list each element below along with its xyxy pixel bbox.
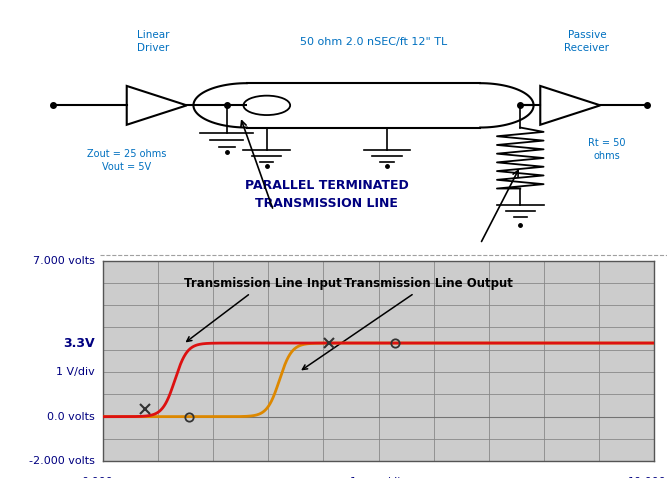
Text: 0.0 volts: 0.0 volts: [47, 412, 95, 422]
Text: Zout = 25 ohms
Vout = 5V: Zout = 25 ohms Vout = 5V: [87, 149, 167, 173]
Text: -2.000 volts: -2.000 volts: [29, 456, 95, 466]
Text: Transmission Line Output: Transmission Line Output: [302, 277, 512, 369]
Text: PARALLEL TERMINATED
TRANSMISSION LINE: PARALLEL TERMINATED TRANSMISSION LINE: [245, 179, 409, 209]
Bar: [247, 83, 480, 128]
Text: Transmission Line Input: Transmission Line Input: [184, 277, 342, 341]
Text: 3.3V: 3.3V: [63, 337, 95, 349]
Text: Rt = 50
ohms: Rt = 50 ohms: [588, 138, 626, 161]
Text: 7.000 volts: 7.000 volts: [33, 256, 95, 265]
Text: 50 ohm 2.0 nSEC/ft 12" TL: 50 ohm 2.0 nSEC/ft 12" TL: [300, 37, 447, 46]
Text: Linear
Driver: Linear Driver: [137, 30, 169, 53]
Text: 1 V/div: 1 V/div: [57, 367, 95, 377]
Text: Passive
Receiver: Passive Receiver: [564, 30, 610, 53]
